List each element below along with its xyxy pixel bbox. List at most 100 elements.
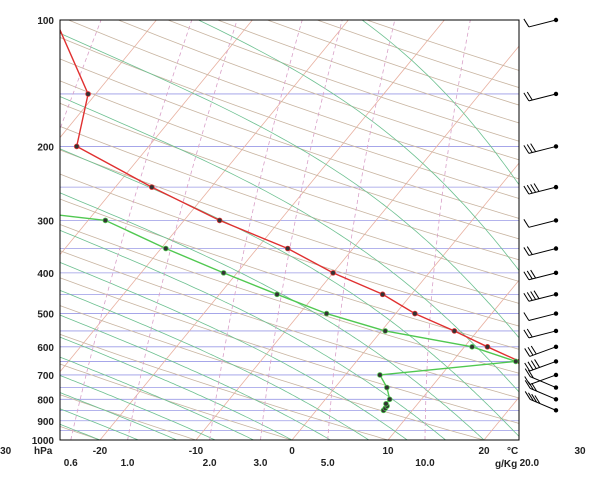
moist-adiabat-line <box>60 392 177 440</box>
profile-point-1 <box>512 358 519 365</box>
isotherm-line <box>60 20 157 139</box>
wind-barb <box>524 391 559 413</box>
temperature-tick-label: 0 <box>289 446 295 457</box>
dry-adiabat-line <box>60 250 519 399</box>
profile-point-0 <box>284 245 291 252</box>
isotherm-line <box>60 20 349 373</box>
isotherm-line <box>99 20 445 440</box>
pressure-tick-label: 200 <box>37 142 54 153</box>
mixing-ratio-tick-label: 2.0 <box>203 458 217 469</box>
moist-adiabat-line <box>60 314 331 440</box>
pressure-tick-label: 500 <box>37 310 54 321</box>
wind-barb <box>524 372 559 386</box>
dry-adiabat-line <box>60 125 519 282</box>
wind-barb <box>524 359 559 372</box>
temperature-tick-label: 30 <box>574 446 586 457</box>
wind-barb <box>524 380 559 402</box>
wind-barb <box>523 183 559 195</box>
pressure-tick-label: 1000 <box>32 436 55 447</box>
dry-adiabat-line <box>60 80 519 240</box>
dry-adiabat-line <box>60 149 519 304</box>
moist-adiabat-line <box>60 289 370 440</box>
moist-adiabat-line <box>60 192 485 440</box>
wind-barb <box>523 143 559 154</box>
pressure-tick-label: 600 <box>37 343 54 354</box>
profile-point-1 <box>383 401 389 407</box>
pressure-tick-label: 800 <box>37 395 54 406</box>
mixing-ratio-tick-label: 3.0 <box>254 458 268 469</box>
dry-adiabat-line <box>60 333 389 440</box>
moist-adiabat-line <box>60 356 254 440</box>
temperature-tick-label: -20 <box>93 446 108 457</box>
isotherm-line <box>387 279 519 440</box>
pressure-tick-label: 400 <box>37 269 54 280</box>
profile-point-1 <box>384 384 390 391</box>
profile-point-0 <box>73 143 80 150</box>
plot-frame <box>59 19 520 441</box>
pressure-unit-label: hPa <box>34 446 53 457</box>
wind-barb <box>523 269 559 281</box>
mixing-ratio-line <box>70 20 193 440</box>
wind-barb <box>523 328 559 339</box>
mixing-ratio-line <box>260 20 343 440</box>
wind-barb <box>523 246 559 256</box>
profile-point-0 <box>594 406 599 411</box>
profile-point-1 <box>469 344 475 350</box>
profile-point-0 <box>589 404 594 409</box>
moist-adiabat-line <box>60 374 216 440</box>
profile-point-0 <box>451 328 458 334</box>
dry-adiabat-line <box>60 173 519 327</box>
profile-point-0 <box>574 397 579 402</box>
sounding-profiles <box>60 28 601 414</box>
profile-point-0 <box>584 401 589 406</box>
profile-point-0 <box>330 270 336 276</box>
background-lines <box>0 20 601 440</box>
temperature-tick-label: -10 <box>189 446 204 457</box>
dry-adiabat-line <box>60 37 519 199</box>
isotherm-line <box>195 45 519 440</box>
mixing-ratio-line <box>127 20 238 440</box>
temperature-tick-label: -30 <box>0 446 12 457</box>
profile-point-1 <box>377 372 383 378</box>
dry-adiabat-line <box>0 20 4 440</box>
profile-point-0 <box>597 408 601 413</box>
mixing-ratio-tick-label: 10.0 <box>415 458 435 469</box>
profile-point-0 <box>412 310 418 317</box>
wind-barb <box>524 368 559 390</box>
moist-adiabat-line <box>198 20 519 272</box>
dry-adiabat-line <box>60 277 519 424</box>
mixing-ratio-line <box>424 20 471 440</box>
profile-point-0 <box>537 373 542 378</box>
mixing-ratio-line <box>526 20 550 440</box>
moist-adiabat-line <box>60 408 139 440</box>
wind-barb <box>523 91 559 102</box>
dry-adiabat-line <box>60 363 293 440</box>
wind-barb <box>523 311 559 321</box>
wind-barb <box>523 218 559 228</box>
temperature-tick-labels: -40-30-20-10010203040 <box>0 446 586 457</box>
mixing-ratio-tick-label: 20.0 <box>520 458 540 469</box>
wind-barb <box>524 344 559 357</box>
profile-point-0 <box>216 217 223 224</box>
profile-point-1 <box>386 396 393 403</box>
isotherm-line <box>580 20 601 440</box>
mixing-ratio-tick-label: 0.6 <box>64 458 78 469</box>
mixing-ratio-line <box>327 20 396 440</box>
mixing-ratio-unit-label: g/Kg <box>495 459 517 470</box>
isotherm-line <box>60 20 253 256</box>
dry-adiabat-line <box>60 305 485 440</box>
profile-point-0 <box>484 344 491 350</box>
profile-point-1 <box>102 217 109 224</box>
profile-point-0 <box>85 91 91 97</box>
mixing-ratio-tick-label: 5.0 <box>321 458 335 469</box>
wind-barb <box>523 17 559 28</box>
wind-barb <box>523 290 559 302</box>
profile-point-1 <box>323 310 330 317</box>
dry-adiabat-line <box>60 58 519 219</box>
profile-point-1 <box>274 291 280 298</box>
pressure-tick-label: 700 <box>37 371 54 382</box>
profile-point-1 <box>220 270 227 276</box>
dry-adiabat-line <box>60 224 519 374</box>
pressure-tick-labels: 100 200 300 400 500 600 700 800 900 1000 <box>32 16 55 447</box>
temperature-unit-label: °C <box>507 446 518 457</box>
